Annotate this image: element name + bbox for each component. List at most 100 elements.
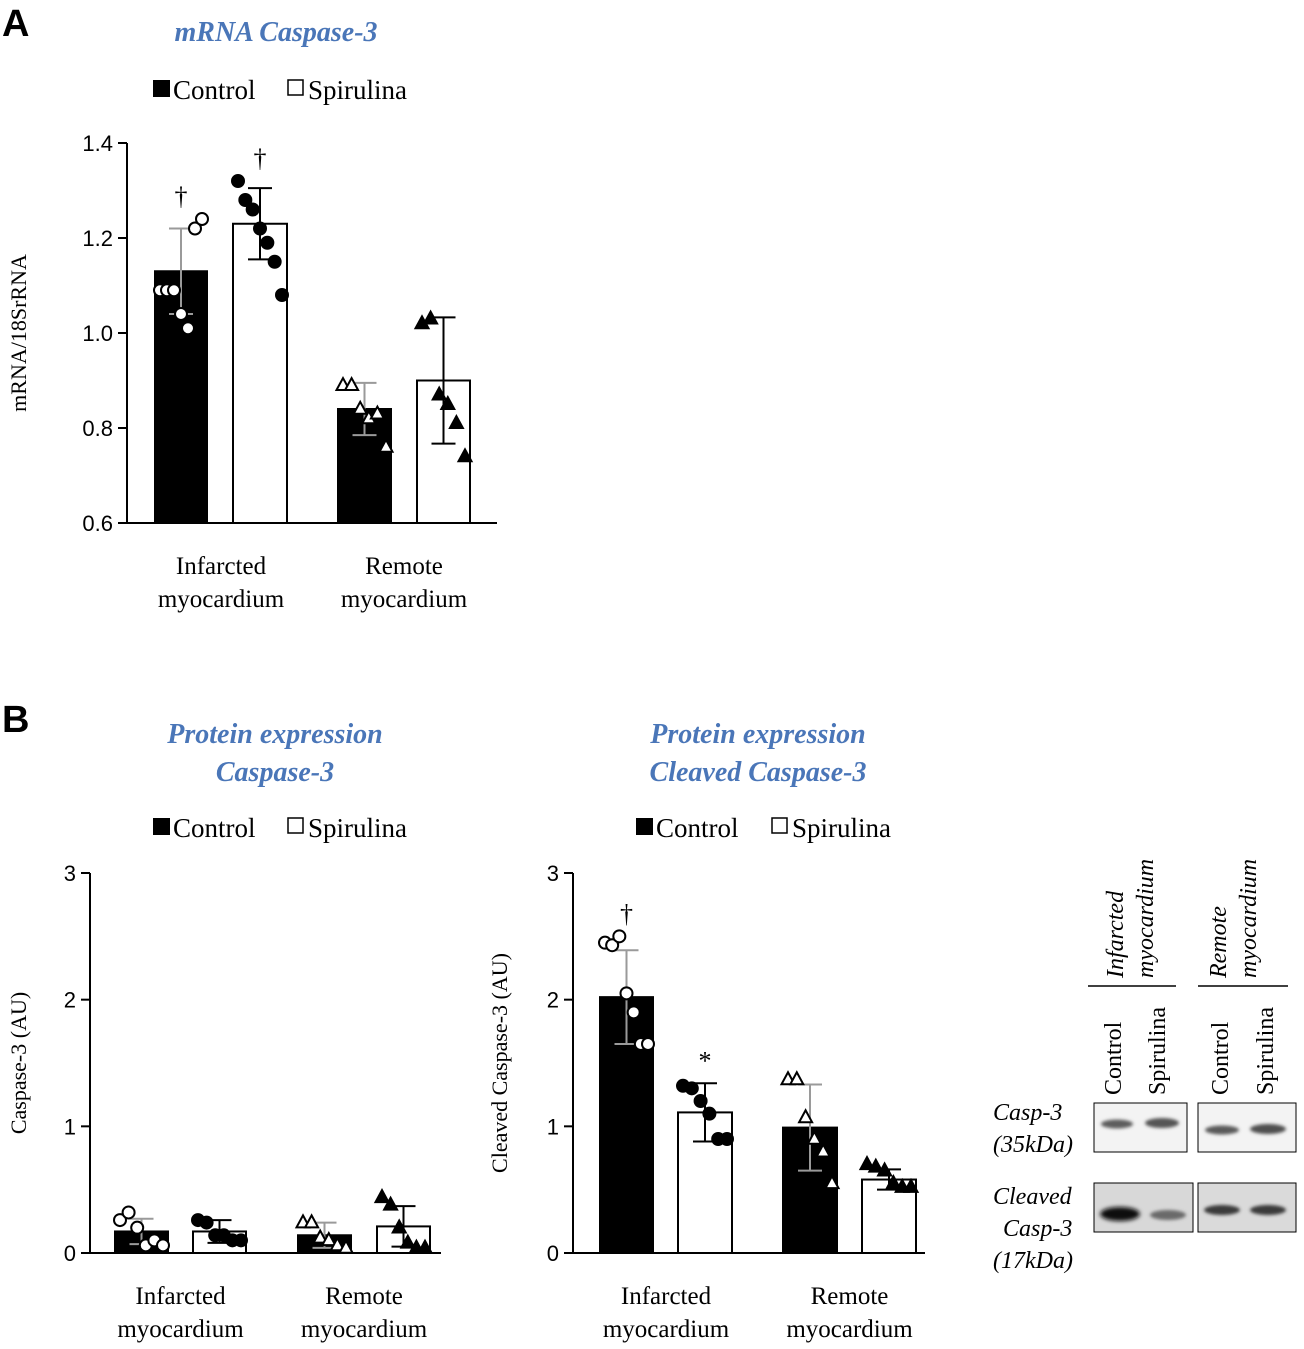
y-axis-label: mRNA/18SrRNA [6,254,31,412]
category-label-line2: myocardium [603,1316,730,1343]
blot-group-2-line2: myocardium [1236,859,1262,978]
significance-mark: * [699,1046,712,1075]
data-point [641,1037,655,1051]
data-point [303,1213,320,1229]
data-point [156,1238,170,1253]
category-label-line2: myocardium [341,586,468,613]
data-point [234,1233,248,1248]
panel-label-a: A [2,3,29,45]
data-point [391,1218,408,1234]
y-tick-label: 0.6 [82,511,113,536]
data-point [806,1129,823,1145]
category-label-line2: myocardium [158,586,285,613]
legend-label-control: Control [173,813,256,843]
legend-label-spirulina: Spirulina [308,813,407,843]
chart-title-line: Cleaved Caspase-3 [650,757,867,788]
data-point [174,307,188,321]
data-point [267,254,282,269]
data-point [343,375,360,392]
data-point [619,986,634,1001]
blot-lane-3: Control [1208,1021,1234,1095]
data-point [823,1174,841,1190]
data-point [167,283,181,298]
y-tick-label: 1 [64,1114,76,1139]
chart-protein-cleaved-caspase3: Protein expression Cleaved Caspase-3 Contr… [487,719,925,1343]
y-tick-label: 3 [64,861,76,886]
blot-row-2-line1: Cleaved [993,1184,1073,1210]
data-point [195,212,209,226]
data-point [329,1236,346,1252]
y-tick-label: 0.8 [82,416,113,441]
significance-mark: † [254,144,267,173]
data-point [130,1220,145,1235]
y-tick-label: 0 [547,1241,559,1266]
y-tick-label: 0 [64,1241,76,1266]
data-point [885,1174,902,1190]
category-label-line2: myocardium [786,1316,913,1343]
category-label-line1: Remote [365,553,443,580]
data-point [684,1081,699,1096]
chart-title-line: Caspase-3 [216,757,334,788]
blot-group-1-line1: Infarcted [1103,890,1129,979]
y-tick-label: 1 [547,1114,559,1139]
data-point [181,321,195,336]
panel-label-b: B [2,699,29,741]
data-point [320,1231,337,1247]
data-point [858,1155,876,1171]
legend-label-control: Control [656,813,739,843]
blot-row-2-line3: (17kDa) [993,1248,1073,1274]
data-point [188,221,202,236]
data-point [377,437,395,453]
data-point [382,1195,399,1211]
data-point [439,394,456,411]
y-axis-label: Caspase-3 (AU) [6,992,31,1134]
data-point [199,1215,214,1230]
blot-band [1204,1205,1240,1215]
data-point [431,385,448,401]
blot-lane-1: Control [1101,1021,1127,1095]
legend-swatch-spirulina [287,79,304,96]
legend-swatch-control [153,818,170,835]
data-point [416,1238,434,1254]
category-label-line2: myocardium [117,1316,244,1343]
y-tick-label: 2 [64,988,76,1013]
legend-swatch-control [153,80,170,97]
category-label-line1: Infarcted [176,553,267,580]
significance-mark: † [620,899,633,928]
blot-lane-4: Spirulina [1253,1007,1279,1095]
blot-row-1-line2: (35kDa) [993,1132,1073,1158]
data-point [399,1233,416,1249]
category-label-line1: Remote [811,1283,889,1310]
data-point [867,1157,884,1173]
data-point [702,1106,717,1121]
significance-mark: † [175,182,188,211]
data-point [456,447,474,463]
data-point [422,309,439,325]
western-blot: Infarcted myocardium Remote myocardium C… [993,859,1297,1274]
category-label-line2: myocardium [301,1316,428,1343]
data-point [369,404,386,420]
y-tick-label: 2 [547,988,559,1013]
data-point [720,1132,734,1146]
blot-band [1101,1119,1133,1129]
category-label-line1: Infarcted [135,1283,226,1310]
data-point [275,288,289,302]
y-tick-label: 3 [547,861,559,886]
blot-row-2-line2: Casp-3 [1003,1216,1072,1242]
category-label-line1: Infarcted [621,1283,712,1310]
category-label-line1: Remote [325,1283,403,1310]
legend-label-spirulina: Spirulina [308,75,407,105]
blot-row-1-line1: Casp-3 [993,1100,1062,1126]
legend-swatch-control [636,818,653,835]
data-point [448,413,465,430]
chart-title-line: Protein expression [649,719,865,750]
chart-protein-caspase3: Protein expression Caspase-3 Control Spirul… [6,719,441,1343]
data-point [797,1108,814,1124]
blot-band [1250,1205,1286,1215]
y-tick-label: 1.2 [82,226,113,251]
data-point [815,1142,832,1158]
blot-group-2-line1: Remote [1206,906,1232,979]
data-point [113,1213,127,1228]
blot-band [1150,1210,1186,1220]
